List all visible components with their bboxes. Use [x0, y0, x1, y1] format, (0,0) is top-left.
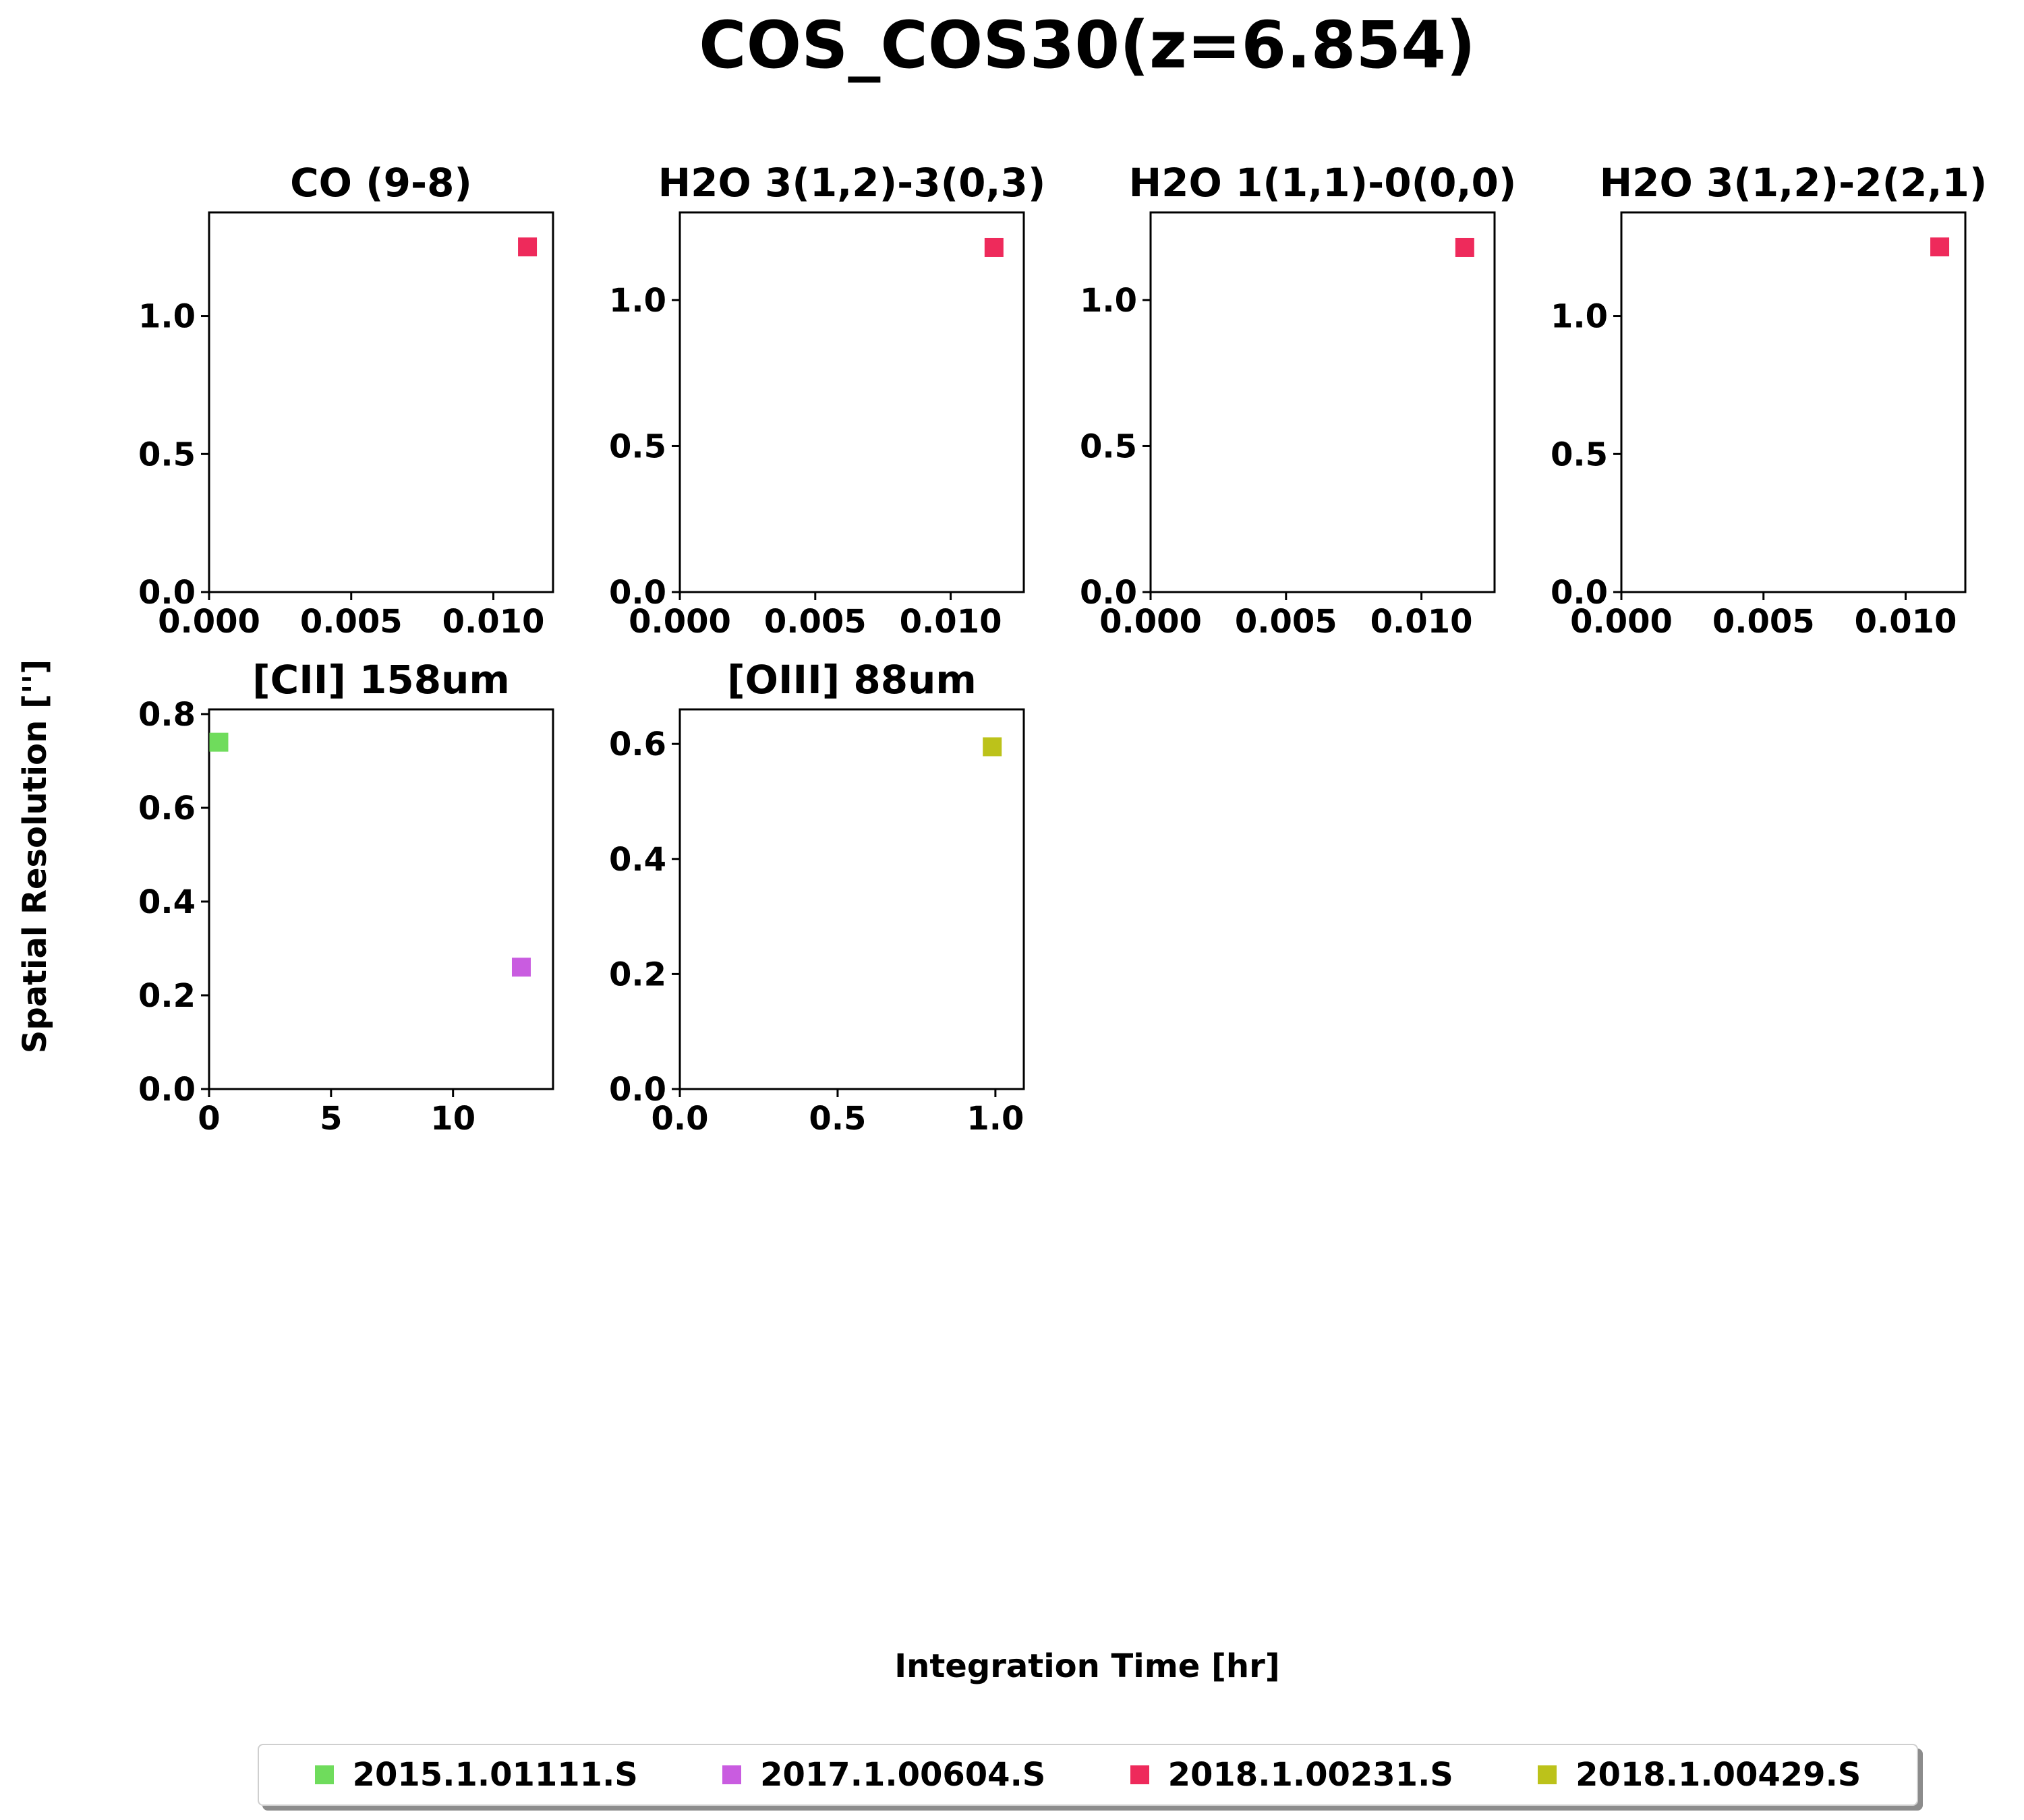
subplot: CO (9-8) 0.000 0.005 0.010 0.0 0.5 1.0 [138, 160, 554, 641]
y-tick-label: 1.0 [1080, 282, 1137, 320]
y-tick-label: 0.0 [609, 1071, 666, 1109]
plot-frame [1149, 211, 1496, 593]
subplot: H2O 3(1,2)-3(0,3) 0.000 0.005 0.010 0.0 0.5 1.… [609, 160, 1045, 641]
y-tick-label: 0.5 [1551, 436, 1608, 473]
y-tick-label: 0.4 [609, 841, 666, 879]
subplot: [OIII] 88um 0.0 0.5 1.0 0.0 0.2 0.4 0.6 [609, 657, 1025, 1138]
y-tick-label: 0.2 [138, 977, 196, 1015]
subplot-title: [CII] 158um [252, 657, 510, 703]
x-tick-label: 0.000 [1570, 603, 1673, 641]
legend-swatch [1130, 1765, 1149, 1784]
x-tick-label: 0 [198, 1100, 220, 1138]
legend-label: 2015.1.01111.S [352, 1756, 638, 1794]
plot-frame [1620, 211, 1967, 593]
subplot-title: H2O 3(1,2)-2(2,1) [1600, 160, 1988, 206]
x-tick-label: 10 [430, 1100, 475, 1138]
plot-frame [678, 708, 1025, 1090]
subplot: [CII] 158um 0 5 10 0.0 0.2 0.4 0.6 0.8 [138, 657, 554, 1138]
x-tick-label: 0.5 [809, 1100, 866, 1138]
legend: 2015.1.01111.S 2017.1.00604.S 2018.1.002… [258, 1744, 1918, 1806]
x-tick-label: 0.000 [1099, 603, 1202, 641]
x-tick-label: 0.010 [1370, 603, 1473, 641]
legend-label: 2017.1.00604.S [760, 1756, 1046, 1794]
y-tick-label: 0.6 [138, 790, 196, 827]
y-tick-label: 0.5 [138, 436, 196, 473]
y-tick-label: 0.8 [138, 696, 196, 734]
y-tick-label: 1.0 [609, 282, 666, 320]
x-tick-label: 0.005 [1712, 603, 1815, 641]
legend-item-2017: 2017.1.00604.S [722, 1756, 1045, 1794]
subplot-title: [OIII] 88um [727, 657, 977, 703]
data-point [518, 237, 538, 257]
x-tick-label: 0.010 [900, 603, 1002, 641]
subplot-title: H2O 3(1,2)-3(0,3) [658, 160, 1046, 206]
legend-swatch [1538, 1765, 1557, 1784]
y-tick-label: 0.0 [1080, 574, 1137, 612]
legend-label: 2018.1.00231.S [1167, 1756, 1453, 1794]
x-tick-label: 0.0 [651, 1100, 708, 1138]
x-tick-label: 0.010 [442, 603, 545, 641]
x-tick-label: 0.010 [1855, 603, 1957, 641]
y-tick-label: 1.0 [1551, 298, 1608, 336]
data-point [983, 737, 1002, 757]
legend-item-2018-00429: 2018.1.00429.S [1538, 1756, 1861, 1794]
y-tick-label: 0.0 [138, 574, 196, 612]
y-tick-label: 1.0 [138, 298, 196, 336]
subplot: H2O 1(1,1)-0(0,0) 0.000 0.005 0.010 0.0 0.5 1.… [1080, 160, 1516, 641]
y-tick-label: 0.0 [609, 574, 666, 612]
legend-item-2015: 2015.1.01111.S [314, 1756, 638, 1794]
y-tick-label: 0.2 [609, 956, 666, 993]
data-point [1455, 237, 1474, 257]
x-tick-label: 1.0 [966, 1100, 1024, 1138]
data-point [511, 958, 531, 977]
plot-frame [208, 211, 554, 593]
x-axis-label: Integration Time [hr] [894, 1647, 1279, 1685]
data-point [209, 732, 229, 752]
y-tick-label: 0.0 [138, 1071, 196, 1109]
legend-swatch [314, 1765, 334, 1784]
x-tick-label: 5 [320, 1100, 342, 1138]
legend-label: 2018.1.00429.S [1575, 1756, 1861, 1794]
x-tick-label: 0.005 [764, 603, 867, 641]
y-tick-label: 0.5 [1080, 428, 1137, 465]
x-tick-label: 0.005 [1235, 603, 1337, 641]
subplot: H2O 3(1,2)-2(2,1) 0.000 0.005 0.010 0.0 0.5 1.… [1551, 160, 1987, 641]
legend-item-2018-00231: 2018.1.00231.S [1130, 1756, 1453, 1794]
legend-swatch [722, 1765, 742, 1784]
y-tick-label: 0.4 [138, 883, 196, 921]
x-tick-label: 0.005 [300, 603, 403, 641]
subplot-title: H2O 1(1,1)-0(0,0) [1129, 160, 1517, 206]
subplot-title: CO (9-8) [290, 160, 472, 206]
y-axis-label: Spatial Resolution [''] [16, 659, 54, 1053]
plot-frame [208, 708, 554, 1090]
x-tick-label: 0.000 [629, 603, 731, 641]
y-tick-label: 0.5 [609, 428, 666, 465]
y-tick-label: 0.6 [609, 726, 666, 763]
plot-frame [678, 211, 1025, 593]
figure-title: COS_COS30(z=6.854) [699, 7, 1476, 83]
x-tick-label: 0.000 [158, 603, 260, 641]
y-tick-label: 0.0 [1551, 574, 1608, 612]
data-point [1930, 237, 1950, 257]
data-point [984, 237, 1004, 257]
